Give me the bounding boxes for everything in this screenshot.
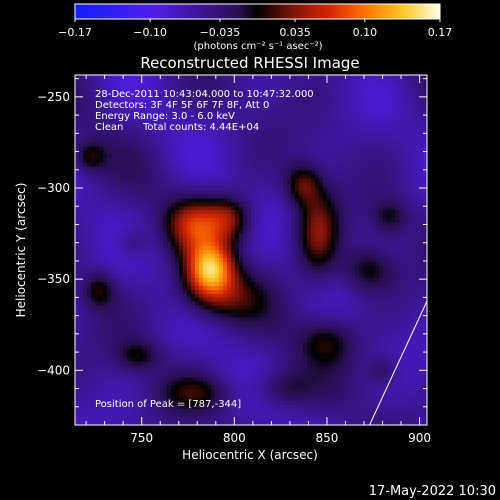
x-tick-label: 850 bbox=[316, 431, 339, 445]
annotation-counts: Total counts: 4.44E+04 bbox=[142, 122, 259, 133]
colorbar-tick-label: −0.10 bbox=[133, 26, 167, 39]
annotation-time: 28-Dec-2011 10:43:04.000 to 10:47:32.000 bbox=[95, 89, 314, 100]
x-tick-label: 750 bbox=[130, 431, 153, 445]
annotation-method: Clean bbox=[95, 122, 123, 133]
annotation-peak: Position of Peak = [787,-344] bbox=[95, 399, 241, 410]
y-tick-label: −300 bbox=[37, 181, 70, 195]
footer-date: 17-May-2022 10:30 bbox=[369, 484, 496, 499]
colorbar-tick-label: −0.17 bbox=[58, 26, 92, 39]
heatmap-image bbox=[75, 75, 427, 425]
plot-frame bbox=[74, 74, 428, 426]
x-axis-label: Heliocentric X (arcsec) bbox=[182, 448, 318, 462]
annotation-detectors: Detectors: 3F 4F 5F 6F 7F 8F, Att 0 bbox=[95, 100, 269, 111]
colorbar-unit-label: (photons cm⁻² s⁻¹ asec⁻²) bbox=[193, 41, 322, 52]
solar-limb-line bbox=[369, 300, 427, 425]
chart-title: Reconstructed RHESSI Image bbox=[140, 54, 359, 72]
y-tick-label: −350 bbox=[37, 272, 70, 286]
colorbar-tick-label: −0.035 bbox=[200, 26, 241, 39]
y-tick-label: −250 bbox=[37, 90, 70, 104]
colorbar-tick-label: 0.10 bbox=[353, 26, 378, 39]
annotation-energy: Energy Range: 3.0 - 6.0 keV bbox=[95, 111, 235, 122]
colorbar-tick-label: 0.035 bbox=[279, 26, 311, 39]
colorbar-tick-label: 0.17 bbox=[428, 26, 453, 39]
colorbar-frame bbox=[74, 3, 441, 20]
y-axis-label: Heliocentric Y (arcsec) bbox=[14, 183, 28, 318]
axis-ticks: 750 800 850 900 −250 −300 −350 −400 bbox=[37, 75, 431, 445]
colorbar-ticks: −0.17 −0.10 −0.035 0.035 0.10 0.17 bbox=[58, 19, 452, 39]
x-tick-label: 900 bbox=[408, 431, 431, 445]
y-tick-label: −400 bbox=[37, 363, 70, 377]
x-tick-label: 800 bbox=[223, 431, 246, 445]
colorbar bbox=[75, 4, 440, 19]
